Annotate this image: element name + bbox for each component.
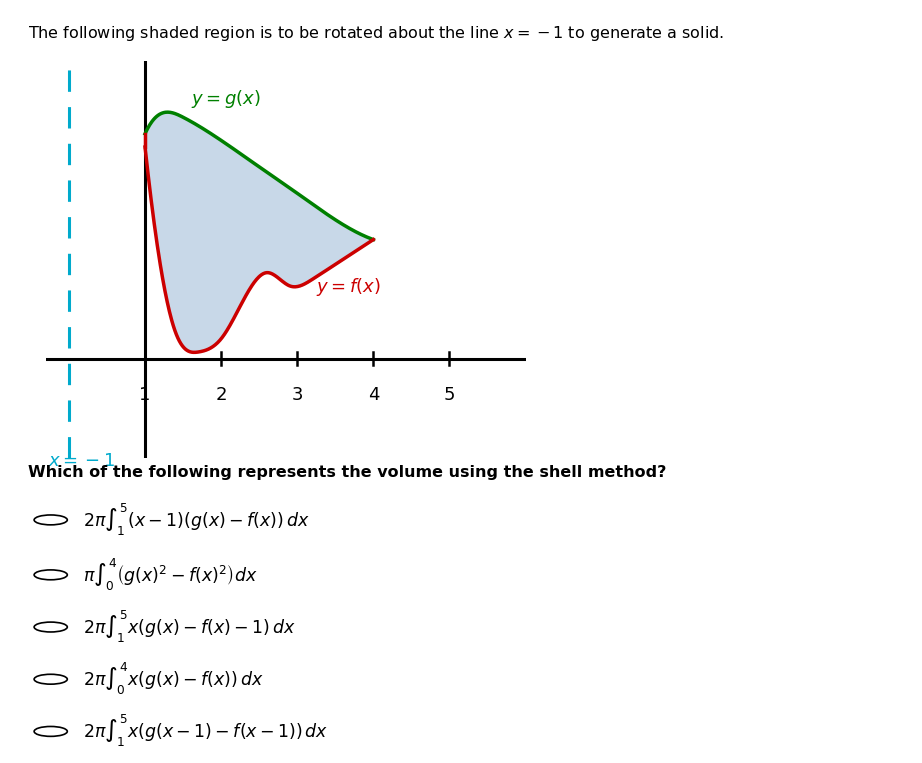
Text: 4: 4: [368, 386, 379, 404]
Text: $y = g(x)$: $y = g(x)$: [191, 88, 260, 110]
Text: $x=-1$: $x=-1$: [48, 452, 115, 470]
Text: $\pi\int_{0}^{4} \left(g(x)^2 - f(x)^2\right)dx$: $\pi\int_{0}^{4} \left(g(x)^2 - f(x)^2\r…: [83, 557, 257, 593]
Text: $y = f(x)$: $y = f(x)$: [316, 276, 381, 298]
Text: 5: 5: [443, 386, 455, 404]
Text: $2\pi\int_{0}^{4} x(g(x) - f(x))\,dx$: $2\pi\int_{0}^{4} x(g(x) - f(x))\,dx$: [83, 662, 264, 697]
Text: $2\pi\int_{1}^{5} x(g(x) - f(x) - 1)\,dx$: $2\pi\int_{1}^{5} x(g(x) - f(x) - 1)\,dx…: [83, 609, 296, 645]
Text: Which of the following represents the volume using the shell method?: Which of the following represents the vo…: [28, 465, 666, 481]
Text: The following shaded region is to be rotated about the line $x = -1$ to generate: The following shaded region is to be rot…: [28, 24, 724, 43]
Text: 3: 3: [291, 386, 303, 404]
Text: 2: 2: [216, 386, 227, 404]
Text: 1: 1: [139, 386, 150, 404]
Text: $2\pi\int_{1}^{5} (x-1)(g(x) - f(x))\,dx$: $2\pi\int_{1}^{5} (x-1)(g(x) - f(x))\,dx…: [83, 502, 310, 538]
Text: $2\pi\int_{1}^{5} x(g(x-1) - f(x-1))\,dx$: $2\pi\int_{1}^{5} x(g(x-1) - f(x-1))\,dx…: [83, 713, 328, 749]
